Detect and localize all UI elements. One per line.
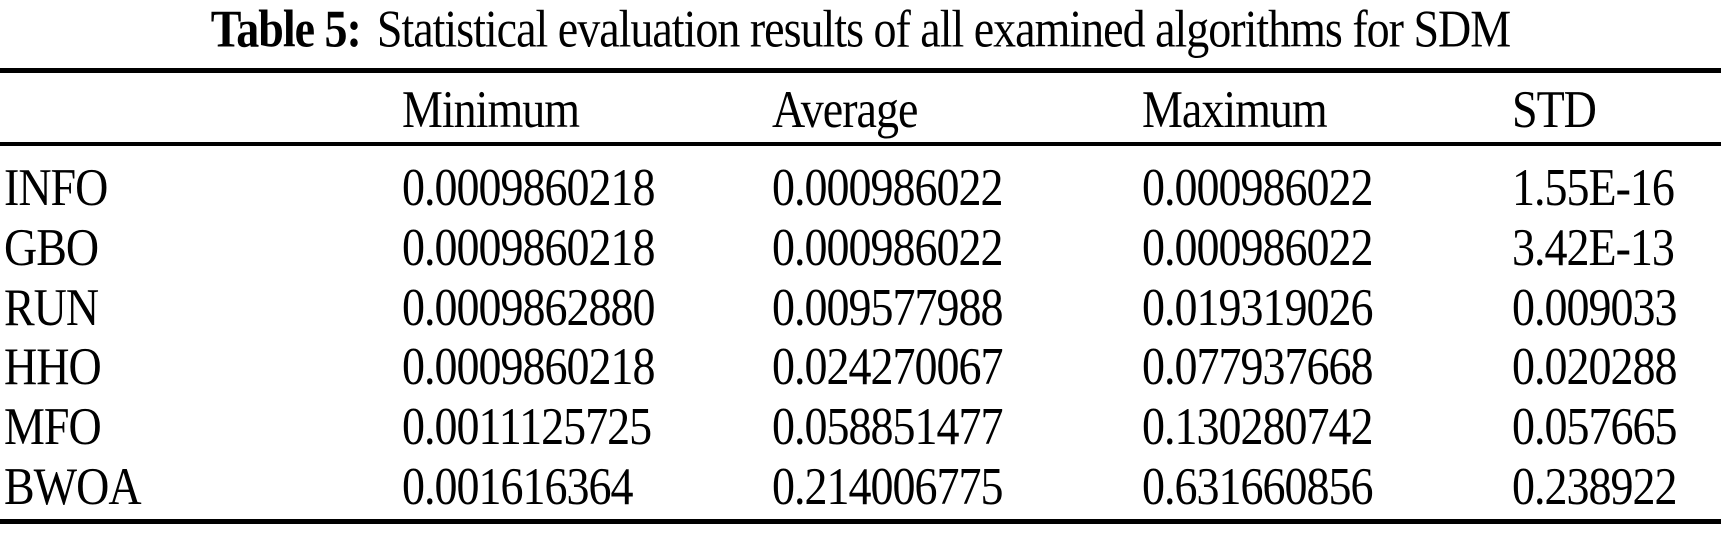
- minimum-value: 0.0009860218: [402, 158, 656, 217]
- minimum-value: 0.0009862880: [402, 278, 656, 337]
- maximum-value: 0.019319026: [1142, 278, 1374, 337]
- table-body: INFO 0.0009860218 0.000986022 0.00098602…: [0, 158, 1721, 516]
- header-average: Average: [772, 79, 918, 139]
- average-value: 0.000986022: [772, 218, 1004, 277]
- table-caption-text: Statistical evaluation results of all ex…: [376, 0, 1511, 59]
- maximum-value: 0.000986022: [1142, 218, 1374, 277]
- table-caption: Table 5: Statistical evaluation results o…: [0, 0, 1721, 59]
- average-value: 0.024270067: [772, 337, 1004, 396]
- algorithm-name: MFO: [4, 397, 102, 456]
- algorithm-name: INFO: [4, 158, 108, 217]
- header-minimum: Minimum: [402, 79, 580, 139]
- minimum-value: 0.0011125725: [402, 397, 652, 456]
- header-std: STD: [1512, 79, 1597, 139]
- header-maximum: Maximum: [1142, 79, 1328, 139]
- algorithm-name: BWOA: [4, 457, 142, 516]
- average-value: 0.058851477: [772, 397, 1004, 456]
- algorithm-name: GBO: [4, 218, 99, 277]
- top-rule: [0, 68, 1721, 73]
- std-value: 0.057665: [1512, 397, 1678, 456]
- maximum-value: 0.631660856: [1142, 457, 1374, 516]
- algorithm-name: HHO: [4, 337, 102, 396]
- std-value: 3.42E-13: [1512, 218, 1675, 277]
- table-row-info: INFO 0.0009860218 0.000986022 0.00098602…: [0, 158, 1721, 218]
- average-value: 0.000986022: [772, 158, 1004, 217]
- algorithm-name: RUN: [4, 278, 99, 337]
- table-row-hho: HHO 0.0009860218 0.024270067 0.077937668…: [0, 337, 1721, 397]
- maximum-value: 0.077937668: [1142, 337, 1374, 396]
- minimum-value: 0.001616364: [402, 457, 634, 516]
- table-row-gbo: GBO 0.0009860218 0.000986022 0.000986022…: [0, 218, 1721, 278]
- table-row-run: RUN 0.0009862880 0.009577988 0.019319026…: [0, 277, 1721, 337]
- minimum-value: 0.0009860218: [402, 218, 656, 277]
- table-row-mfo: MFO 0.0011125725 0.058851477 0.130280742…: [0, 397, 1721, 457]
- std-value: 0.009033: [1512, 278, 1678, 337]
- std-value: 1.55E-16: [1512, 158, 1675, 217]
- bottom-rule: [0, 519, 1721, 524]
- std-value: 0.238922: [1512, 457, 1678, 516]
- std-value: 0.020288: [1512, 337, 1678, 396]
- minimum-value: 0.0009860218: [402, 337, 656, 396]
- header-rule: [0, 142, 1721, 146]
- table-header-row: Minimum Average Maximum STD: [0, 79, 1721, 139]
- table-caption-number: Table 5:: [210, 0, 362, 59]
- maximum-value: 0.130280742: [1142, 397, 1374, 456]
- average-value: 0.214006775: [772, 457, 1004, 516]
- maximum-value: 0.000986022: [1142, 158, 1374, 217]
- average-value: 0.009577988: [772, 278, 1004, 337]
- table-row-bwoa: BWOA 0.001616364 0.214006775 0.631660856…: [0, 456, 1721, 516]
